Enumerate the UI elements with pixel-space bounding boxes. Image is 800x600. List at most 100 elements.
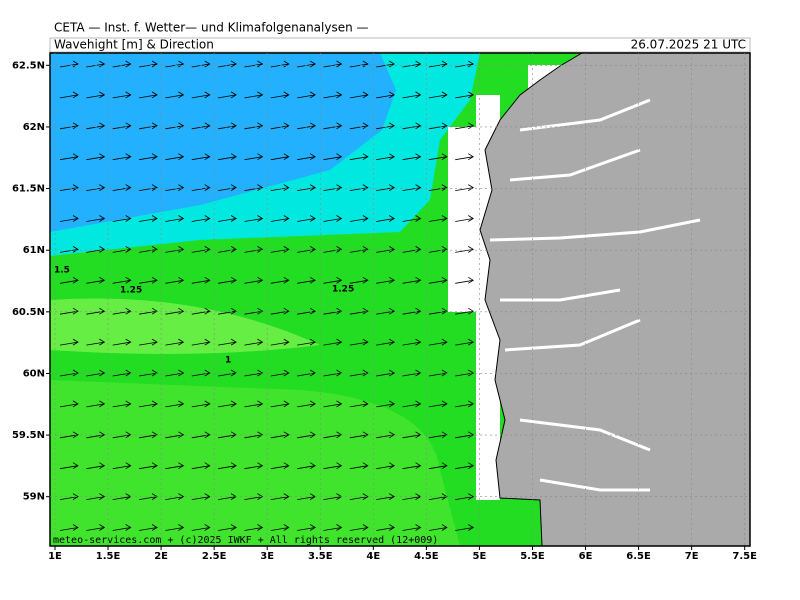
arrow (376, 524, 395, 531)
arrow (349, 307, 369, 315)
arrow (138, 338, 158, 346)
arrow (112, 246, 132, 253)
arrow (270, 60, 290, 68)
arrow (112, 338, 132, 346)
arrow (191, 400, 211, 408)
y-tick-label: 59.5N (12, 430, 45, 441)
arrow (376, 184, 395, 191)
arrow (244, 493, 264, 500)
y-tick-label: 62N (23, 122, 45, 133)
arrow (323, 524, 343, 531)
arrow (59, 493, 79, 500)
arrow (402, 153, 422, 161)
arrow (349, 524, 369, 531)
arrow (323, 276, 343, 284)
arrow (270, 91, 290, 99)
arrow (112, 369, 132, 377)
arrow (112, 122, 132, 130)
arrow (323, 60, 343, 68)
arrow (428, 60, 448, 68)
frame (49, 52, 751, 547)
arrow (428, 153, 448, 161)
arrow (191, 276, 211, 284)
arrow (349, 91, 369, 99)
fjords (489, 98, 701, 492)
direction-arrows (59, 60, 475, 531)
arrow (402, 91, 422, 99)
arrow (218, 184, 237, 191)
y-tick-label: 60.5N (12, 307, 45, 318)
arrow (112, 307, 132, 315)
arrow (112, 524, 132, 531)
arrow (244, 91, 264, 99)
arrow (138, 369, 158, 377)
subtitle-box (49, 37, 751, 53)
arrow (59, 184, 79, 191)
arrow (376, 122, 395, 130)
x-tick-label: 5.5E (520, 551, 545, 562)
arrow (349, 369, 369, 377)
arrow (297, 122, 316, 130)
arrow (218, 276, 237, 284)
arrow (244, 184, 264, 191)
masked-area (448, 65, 582, 500)
x-tick-label: 7.5E (732, 551, 757, 562)
arrow (270, 462, 290, 470)
arrow (402, 400, 422, 408)
arrow (402, 524, 422, 531)
arrow (218, 153, 237, 161)
arrow (218, 215, 237, 222)
arrow (138, 524, 158, 531)
arrow (376, 153, 395, 161)
arrow (244, 215, 264, 222)
arrow (86, 91, 106, 99)
arrow (138, 400, 158, 408)
arrow (244, 338, 264, 346)
arrow (165, 91, 185, 99)
arrow (270, 400, 290, 408)
arrow (165, 122, 185, 130)
arrow (323, 215, 343, 222)
arrow (244, 246, 264, 253)
arrow (112, 215, 132, 222)
arrow (59, 60, 79, 68)
x-tick-label: 2E (154, 551, 168, 562)
arrow (165, 153, 185, 161)
arrow (138, 246, 158, 253)
arrow (59, 276, 79, 284)
x-tick-label: 1.5E (96, 551, 121, 562)
y-tick-label: 62.5N (12, 60, 45, 71)
title: CETA — Inst. f. Wetter— und Klimafolgena… (54, 21, 369, 35)
arrow (349, 338, 369, 346)
arrow (297, 462, 316, 470)
arrow (376, 276, 395, 284)
y-tick-label: 61.5N (12, 184, 45, 195)
arrow (297, 524, 316, 531)
arrow (376, 338, 395, 346)
arrow (138, 215, 158, 222)
arrow (323, 246, 343, 253)
arrow (86, 153, 106, 161)
arrow (191, 153, 211, 161)
arrow (323, 122, 343, 130)
arrow (138, 122, 158, 130)
date: 26.07.2025 21 UTC (631, 38, 746, 52)
arrow (165, 276, 185, 284)
arrow (244, 153, 264, 161)
arrow (86, 338, 106, 346)
arrow (86, 276, 106, 284)
arrow (86, 215, 106, 222)
x-tick-label: 3.5E (308, 551, 333, 562)
arrow (349, 184, 369, 191)
arrow (428, 462, 448, 470)
arrow (59, 338, 79, 346)
arrow (349, 60, 369, 68)
arrow (455, 91, 475, 99)
x-tick-label: 1E (48, 551, 62, 562)
arrow (402, 276, 422, 284)
arrow (455, 122, 475, 130)
arrow (270, 215, 290, 222)
arrow (455, 462, 475, 470)
arrow (191, 215, 211, 222)
